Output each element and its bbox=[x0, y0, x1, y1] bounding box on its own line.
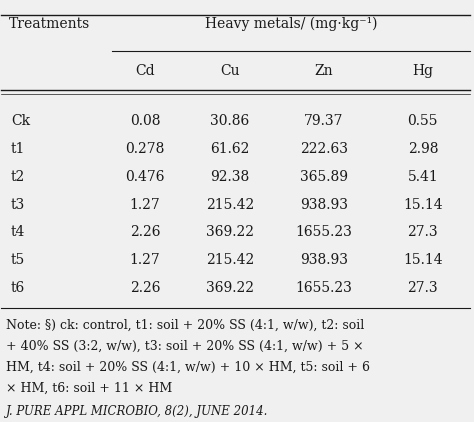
Text: 2.26: 2.26 bbox=[130, 225, 160, 239]
Text: 0.08: 0.08 bbox=[130, 114, 160, 128]
Text: 222.63: 222.63 bbox=[300, 142, 348, 156]
Text: t5: t5 bbox=[11, 254, 25, 268]
Text: Zn: Zn bbox=[315, 64, 333, 78]
Text: 938.93: 938.93 bbox=[300, 254, 348, 268]
Text: 938.93: 938.93 bbox=[300, 198, 348, 212]
Text: 79.37: 79.37 bbox=[304, 114, 344, 128]
Text: 1655.23: 1655.23 bbox=[295, 225, 352, 239]
Text: 215.42: 215.42 bbox=[206, 198, 254, 212]
Text: 15.14: 15.14 bbox=[403, 198, 443, 212]
Text: Ck: Ck bbox=[11, 114, 30, 128]
Text: 215.42: 215.42 bbox=[206, 254, 254, 268]
Text: 27.3: 27.3 bbox=[408, 281, 438, 295]
Text: 30.86: 30.86 bbox=[210, 114, 249, 128]
Text: Note: §) ck: control, t1: soil + 20% SS (4:1, w/w), t2: soil: Note: §) ck: control, t1: soil + 20% SS … bbox=[6, 319, 365, 332]
Text: 15.14: 15.14 bbox=[403, 254, 443, 268]
Text: Cu: Cu bbox=[220, 64, 239, 78]
Text: 369.22: 369.22 bbox=[206, 225, 254, 239]
Text: Cd: Cd bbox=[135, 64, 155, 78]
Text: 0.55: 0.55 bbox=[408, 114, 438, 128]
Text: Heavy metals/ (mg·kg⁻¹): Heavy metals/ (mg·kg⁻¹) bbox=[205, 17, 377, 31]
Text: 2.26: 2.26 bbox=[130, 281, 160, 295]
Text: × HM, t6: soil + 11 × HM: × HM, t6: soil + 11 × HM bbox=[6, 381, 173, 395]
Text: 1.27: 1.27 bbox=[129, 198, 160, 212]
Text: 61.62: 61.62 bbox=[210, 142, 249, 156]
Text: 365.89: 365.89 bbox=[300, 170, 348, 184]
Text: 5.41: 5.41 bbox=[408, 170, 438, 184]
Text: + 40% SS (3:2, w/w), t3: soil + 20% SS (4:1, w/w) + 5 ×: + 40% SS (3:2, w/w), t3: soil + 20% SS (… bbox=[6, 339, 364, 352]
Text: 27.3: 27.3 bbox=[408, 225, 438, 239]
Text: t6: t6 bbox=[11, 281, 25, 295]
Text: 0.278: 0.278 bbox=[125, 142, 164, 156]
Text: 92.38: 92.38 bbox=[210, 170, 249, 184]
Text: Hg: Hg bbox=[412, 64, 433, 78]
Text: 369.22: 369.22 bbox=[206, 281, 254, 295]
Text: 1.27: 1.27 bbox=[129, 254, 160, 268]
Text: J. PURE APPL MICROBIO, 8(2), JUNE 2014.: J. PURE APPL MICROBIO, 8(2), JUNE 2014. bbox=[6, 405, 268, 418]
Text: Treatments: Treatments bbox=[9, 17, 90, 31]
Text: t3: t3 bbox=[11, 198, 25, 212]
Text: 0.476: 0.476 bbox=[125, 170, 165, 184]
Text: t2: t2 bbox=[11, 170, 25, 184]
Text: 1655.23: 1655.23 bbox=[295, 281, 352, 295]
Text: HM, t4: soil + 20% SS (4:1, w/w) + 10 × HM, t5: soil + 6: HM, t4: soil + 20% SS (4:1, w/w) + 10 × … bbox=[6, 360, 370, 373]
Text: t4: t4 bbox=[11, 225, 25, 239]
Text: 2.98: 2.98 bbox=[408, 142, 438, 156]
Text: t1: t1 bbox=[11, 142, 25, 156]
